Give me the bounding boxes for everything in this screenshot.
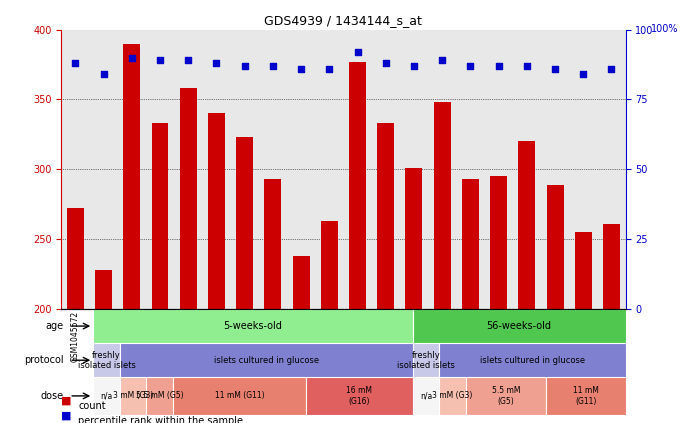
Text: 3 mM (G3): 3 mM (G3) [432, 391, 473, 401]
Bar [603, 224, 620, 309]
Text: count: count [78, 401, 106, 411]
Point [267, 63, 278, 69]
Bar [236, 137, 253, 309]
Point [465, 63, 476, 69]
Point [606, 65, 617, 72]
Point [578, 71, 589, 78]
Text: freshly
isolated islets: freshly isolated islets [78, 351, 135, 370]
Text: 56-weeks-old: 56-weeks-old [487, 321, 551, 331]
Point [493, 63, 504, 69]
FancyBboxPatch shape [93, 377, 120, 415]
Bar [180, 88, 197, 309]
Y-axis label: 100%: 100% [651, 24, 679, 34]
FancyBboxPatch shape [120, 343, 413, 377]
FancyBboxPatch shape [439, 343, 626, 377]
Point [324, 65, 335, 72]
Text: ■: ■ [61, 411, 71, 421]
Text: 11 mM
(G11): 11 mM (G11) [573, 386, 598, 406]
Bar [208, 113, 225, 309]
Point [183, 57, 194, 64]
Point [154, 57, 165, 64]
Bar [95, 270, 112, 309]
Bar [67, 209, 84, 309]
Bar [292, 256, 309, 309]
Bar [575, 232, 592, 309]
Bar [490, 176, 507, 309]
Text: islets cultured in glucose: islets cultured in glucose [480, 356, 585, 365]
Text: ■: ■ [61, 396, 71, 406]
FancyBboxPatch shape [93, 309, 413, 343]
Text: 5.5 mM
(G5): 5.5 mM (G5) [492, 386, 520, 406]
Point [409, 63, 420, 69]
Bar [321, 221, 338, 309]
Text: freshly
isolated islets: freshly isolated islets [397, 351, 455, 370]
Text: 3 mM (G3): 3 mM (G3) [113, 391, 153, 401]
Point [522, 63, 532, 69]
FancyBboxPatch shape [546, 377, 626, 415]
FancyBboxPatch shape [413, 309, 626, 343]
Point [380, 60, 391, 66]
Text: dose: dose [41, 391, 64, 401]
Bar [405, 168, 422, 309]
Point [239, 63, 250, 69]
Bar [434, 102, 451, 309]
FancyBboxPatch shape [439, 377, 466, 415]
Text: age: age [46, 321, 64, 331]
Text: n/a: n/a [101, 391, 113, 401]
Bar [518, 141, 535, 309]
Bar [377, 123, 394, 309]
FancyBboxPatch shape [413, 377, 439, 415]
Text: protocol: protocol [24, 355, 64, 365]
Text: 5-weeks-old: 5-weeks-old [224, 321, 282, 331]
FancyBboxPatch shape [146, 377, 173, 415]
Point [352, 49, 363, 55]
FancyBboxPatch shape [93, 343, 120, 377]
Text: islets cultured in glucose: islets cultured in glucose [214, 356, 319, 365]
Bar [349, 62, 366, 309]
Text: 5.5 mM (G5): 5.5 mM (G5) [136, 391, 184, 401]
Bar [547, 185, 564, 309]
Text: n/a: n/a [420, 391, 432, 401]
FancyBboxPatch shape [466, 377, 546, 415]
Point [211, 60, 222, 66]
Point [98, 71, 109, 78]
Bar [152, 123, 169, 309]
Point [437, 57, 447, 64]
FancyBboxPatch shape [413, 343, 439, 377]
Text: 16 mM
(G16): 16 mM (G16) [346, 386, 373, 406]
Point [549, 65, 560, 72]
Point [296, 65, 307, 72]
Bar [462, 179, 479, 309]
FancyBboxPatch shape [120, 377, 146, 415]
Title: GDS4939 / 1434144_s_at: GDS4939 / 1434144_s_at [265, 14, 422, 27]
Text: 11 mM (G11): 11 mM (G11) [215, 391, 265, 401]
FancyBboxPatch shape [173, 377, 306, 415]
Point [126, 54, 137, 61]
Text: percentile rank within the sample: percentile rank within the sample [78, 416, 243, 423]
Bar [265, 179, 282, 309]
FancyBboxPatch shape [306, 377, 413, 415]
Point [70, 60, 81, 66]
Bar [123, 44, 140, 309]
